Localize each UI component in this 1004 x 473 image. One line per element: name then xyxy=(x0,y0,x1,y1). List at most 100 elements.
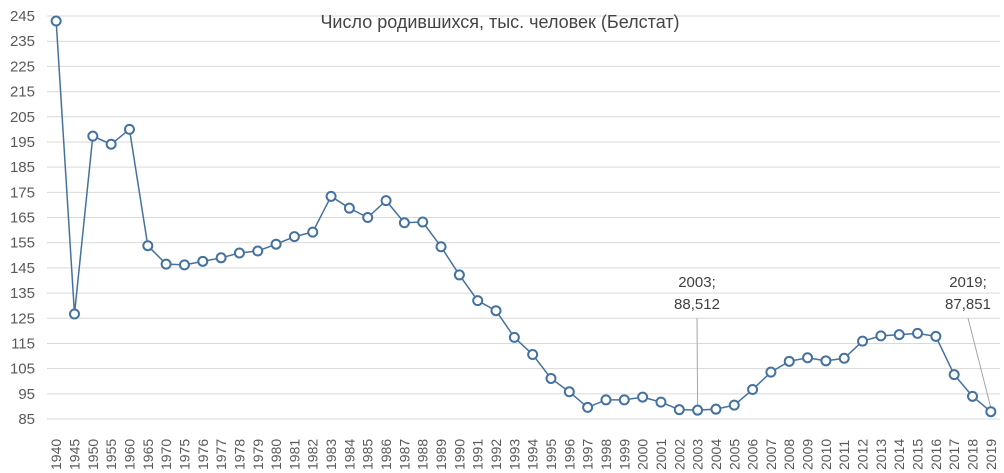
x-tick-label: 2003 xyxy=(690,439,706,470)
data-point xyxy=(930,330,942,342)
x-tick-label: 2007 xyxy=(763,439,779,470)
data-point xyxy=(985,406,997,418)
data-point xyxy=(435,241,447,253)
data-point xyxy=(68,308,80,320)
gridlines xyxy=(47,15,1000,420)
annotation-leader-line xyxy=(696,317,699,407)
y-tick-label: 175 xyxy=(10,184,35,201)
x-tick-label: 1983 xyxy=(323,439,339,470)
data-point xyxy=(398,217,410,229)
x-tick-label: 1991 xyxy=(470,439,486,470)
data-point xyxy=(600,394,612,406)
y-tick-label: 135 xyxy=(10,285,35,302)
x-tick-label: 2019 xyxy=(983,439,999,470)
x-tick-label: 2018 xyxy=(965,439,981,470)
x-tick-label: 1945 xyxy=(66,439,82,470)
x-tick-label: 1979 xyxy=(250,439,266,470)
x-tick-label: 2004 xyxy=(708,439,724,470)
data-point xyxy=(747,384,759,396)
y-tick-label: 235 xyxy=(10,33,35,50)
y-tick-label: 155 xyxy=(10,235,35,252)
data-point xyxy=(820,355,832,367)
data-point xyxy=(527,349,539,361)
series-line-births xyxy=(55,20,992,413)
data-point xyxy=(417,216,429,228)
x-tick-label: 1996 xyxy=(561,439,577,470)
data-point xyxy=(875,330,887,342)
x-tick-label: 1978 xyxy=(231,439,247,470)
data-point xyxy=(893,329,905,341)
annotation-label-value: 88,512 xyxy=(674,296,720,313)
x-tick-label: 2010 xyxy=(818,439,834,470)
data-point xyxy=(252,245,264,257)
data-point xyxy=(857,335,869,347)
annotation-leader-line xyxy=(967,317,992,408)
data-point xyxy=(123,123,135,135)
data-point xyxy=(325,190,337,202)
x-tick-label: 1995 xyxy=(543,439,559,470)
data-point xyxy=(87,130,99,142)
data-point xyxy=(343,202,355,214)
x-tick-label: 1975 xyxy=(176,439,192,470)
y-tick-label: 125 xyxy=(10,310,35,327)
data-point xyxy=(453,269,465,281)
x-tick-label: 1977 xyxy=(213,439,229,470)
data-point xyxy=(160,258,172,270)
data-point xyxy=(362,212,374,223)
x-tick-label: 1982 xyxy=(305,439,321,470)
x-tick-label: 1990 xyxy=(451,439,467,470)
data-point xyxy=(545,372,557,384)
data-point xyxy=(967,390,979,402)
y-tick-label: 105 xyxy=(10,361,35,378)
data-point xyxy=(472,295,484,307)
data-point xyxy=(380,195,392,207)
data-point xyxy=(783,355,795,367)
y-axis-tick-labels: 85 95 105 115 125 135 145 155 165 175 185 195 205 215… xyxy=(10,8,35,428)
annotations: 2003; 88,512 2019; 87,851 xyxy=(674,274,992,408)
annotation-label-year: 2003; xyxy=(678,274,716,291)
x-tick-label: 1955 xyxy=(103,439,119,470)
x-tick-label: 1987 xyxy=(396,439,412,470)
data-point xyxy=(307,226,319,238)
x-tick-label: 2006 xyxy=(745,439,761,470)
data-point xyxy=(490,305,502,317)
x-tick-label: 2016 xyxy=(928,439,944,470)
data-point xyxy=(728,399,740,411)
x-tick-label: 2015 xyxy=(910,439,926,470)
x-tick-label: 1980 xyxy=(268,439,284,470)
x-tick-label: 1981 xyxy=(286,439,302,470)
annotation-label-year: 2019; xyxy=(949,274,987,291)
data-point xyxy=(710,403,722,415)
data-point xyxy=(197,255,209,267)
x-tick-label: 2002 xyxy=(671,439,687,470)
data-point xyxy=(178,259,190,271)
x-tick-label: 2017 xyxy=(946,439,962,470)
x-tick-label: 1984 xyxy=(341,439,357,470)
data-point xyxy=(508,331,520,343)
data-point xyxy=(142,240,154,252)
x-tick-label: 2013 xyxy=(873,439,889,470)
x-tick-label: 2001 xyxy=(653,439,669,470)
data-point xyxy=(618,394,630,406)
y-tick-label: 165 xyxy=(10,210,35,227)
x-tick-label: 1960 xyxy=(121,439,137,470)
x-tick-label: 1998 xyxy=(598,439,614,470)
data-point xyxy=(692,404,704,416)
data-point xyxy=(655,396,667,408)
x-tick-label: 1976 xyxy=(195,439,211,470)
y-tick-label: 95 xyxy=(18,386,35,403)
data-point xyxy=(233,247,245,259)
data-point xyxy=(765,366,777,378)
y-tick-label: 205 xyxy=(10,109,35,126)
x-tick-label: 1993 xyxy=(506,439,522,470)
annotation-label-value: 87,851 xyxy=(945,296,991,313)
y-tick-label: 145 xyxy=(10,260,35,277)
y-tick-label: 245 xyxy=(10,8,35,25)
x-tick-label: 1999 xyxy=(616,439,632,470)
data-point xyxy=(637,391,649,403)
data-point xyxy=(673,404,685,416)
x-tick-label: 1985 xyxy=(360,439,376,470)
data-point xyxy=(582,401,594,413)
x-tick-label: 2014 xyxy=(891,439,907,470)
